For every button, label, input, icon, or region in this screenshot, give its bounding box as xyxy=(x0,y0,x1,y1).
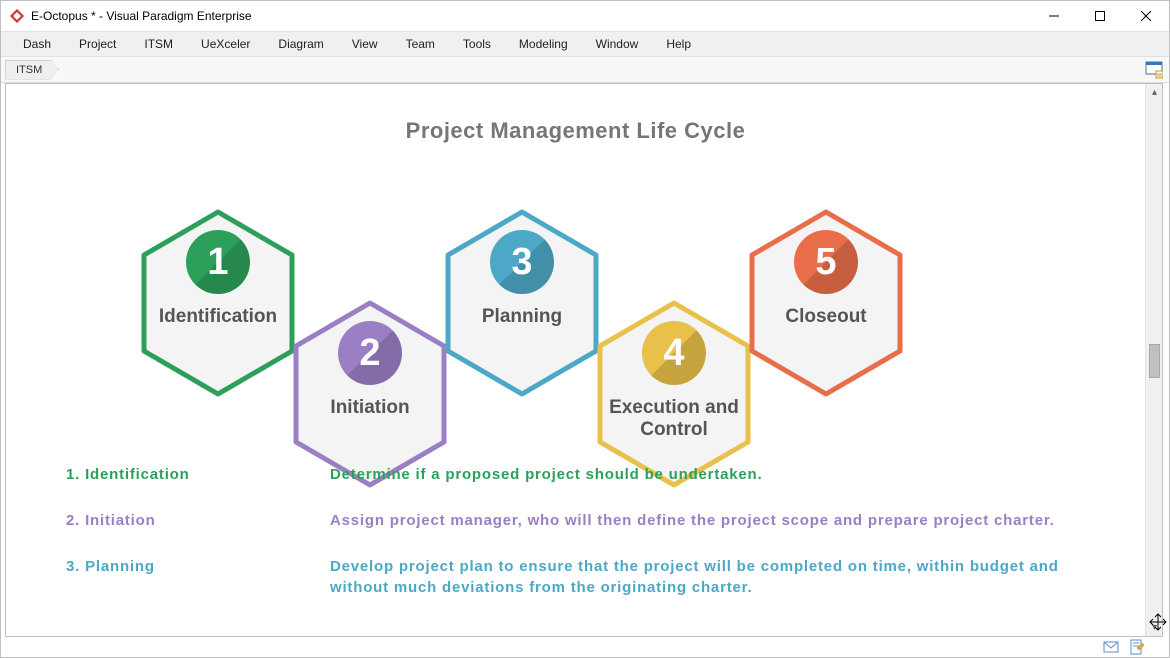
window-title: E-Octopus * - Visual Paradigm Enterprise xyxy=(31,9,1031,23)
move-cursor-icon xyxy=(1149,613,1167,631)
stage-label: Planning xyxy=(446,306,598,328)
hexagon-stage-2[interactable]: 2 Initiation xyxy=(286,297,454,491)
stage-number-badge: 1 xyxy=(186,230,250,294)
window-controls xyxy=(1031,1,1169,31)
menu-uexceler[interactable]: UeXceler xyxy=(187,32,264,56)
description-row: 1. IdentificationDetermine if a proposed… xyxy=(66,464,1105,486)
hexagon-stage-4[interactable]: 4 Execution and Control xyxy=(590,297,758,491)
description-label: 1. Identification xyxy=(66,464,330,486)
stage-label: Execution and Control xyxy=(598,397,750,441)
menu-itsm[interactable]: ITSM xyxy=(130,32,187,56)
stage-label: Identification xyxy=(142,306,294,328)
stage-number-badge: 5 xyxy=(794,230,858,294)
description-text: Develop project plan to ensure that the … xyxy=(330,556,1105,600)
stage-number-badge: 2 xyxy=(338,321,402,385)
stage-number-badge: 3 xyxy=(490,230,554,294)
hexagon-stage-5[interactable]: 5 Closeout xyxy=(742,206,910,400)
vertical-scrollbar[interactable]: ▴ ▾ xyxy=(1145,84,1162,636)
hexagon-stage-3[interactable]: 3 Planning xyxy=(438,206,606,400)
hexagon-row: 1 Identification 2 Initiation 3 Planning 4 Exec… xyxy=(6,144,1145,444)
app-icon xyxy=(9,8,25,24)
breadcrumb-current[interactable]: ITSM xyxy=(5,60,59,80)
titlebar: E-Octopus * - Visual Paradigm Enterprise xyxy=(1,1,1169,31)
description-row: 2. InitiationAssign project manager, who… xyxy=(66,510,1105,532)
description-text: Determine if a proposed project should b… xyxy=(330,464,1105,486)
note-icon[interactable] xyxy=(1129,639,1145,655)
panel-options-icon[interactable] xyxy=(1145,61,1163,79)
diagram-title: Project Management Life Cycle xyxy=(6,118,1145,144)
scroll-thumb[interactable] xyxy=(1149,344,1160,378)
menu-window[interactable]: Window xyxy=(582,32,653,56)
menu-tools[interactable]: Tools xyxy=(449,32,505,56)
mail-icon[interactable] xyxy=(1103,639,1119,655)
hexagon-stage-1[interactable]: 1 Identification xyxy=(134,206,302,400)
canvas-frame: Project Management Life Cycle 1 Identific… xyxy=(5,83,1163,637)
stage-label: Closeout xyxy=(750,306,902,328)
diagram-canvas[interactable]: Project Management Life Cycle 1 Identific… xyxy=(6,84,1145,636)
menu-team[interactable]: Team xyxy=(392,32,449,56)
description-text: Assign project manager, who will then de… xyxy=(330,510,1105,532)
description-label: 3. Planning xyxy=(66,556,330,600)
stage-number-badge: 4 xyxy=(642,321,706,385)
menu-project[interactable]: Project xyxy=(65,32,130,56)
stage-label: Initiation xyxy=(294,397,446,419)
menu-dash[interactable]: Dash xyxy=(9,32,65,56)
description-list: 1. IdentificationDetermine if a proposed… xyxy=(66,464,1105,623)
menu-view[interactable]: View xyxy=(338,32,392,56)
menubar: Dash Project ITSM UeXceler Diagram View … xyxy=(1,31,1169,57)
scroll-up-icon[interactable]: ▴ xyxy=(1146,84,1163,101)
maximize-button[interactable] xyxy=(1077,1,1123,31)
description-label: 2. Initiation xyxy=(66,510,330,532)
minimize-button[interactable] xyxy=(1031,1,1077,31)
close-button[interactable] xyxy=(1123,1,1169,31)
menu-help[interactable]: Help xyxy=(652,32,705,56)
breadcrumb-bar: ITSM xyxy=(1,57,1169,83)
description-row: 3. PlanningDevelop project plan to ensur… xyxy=(66,556,1105,600)
statusbar xyxy=(1,637,1169,657)
menu-modeling[interactable]: Modeling xyxy=(505,32,582,56)
menu-diagram[interactable]: Diagram xyxy=(264,32,337,56)
